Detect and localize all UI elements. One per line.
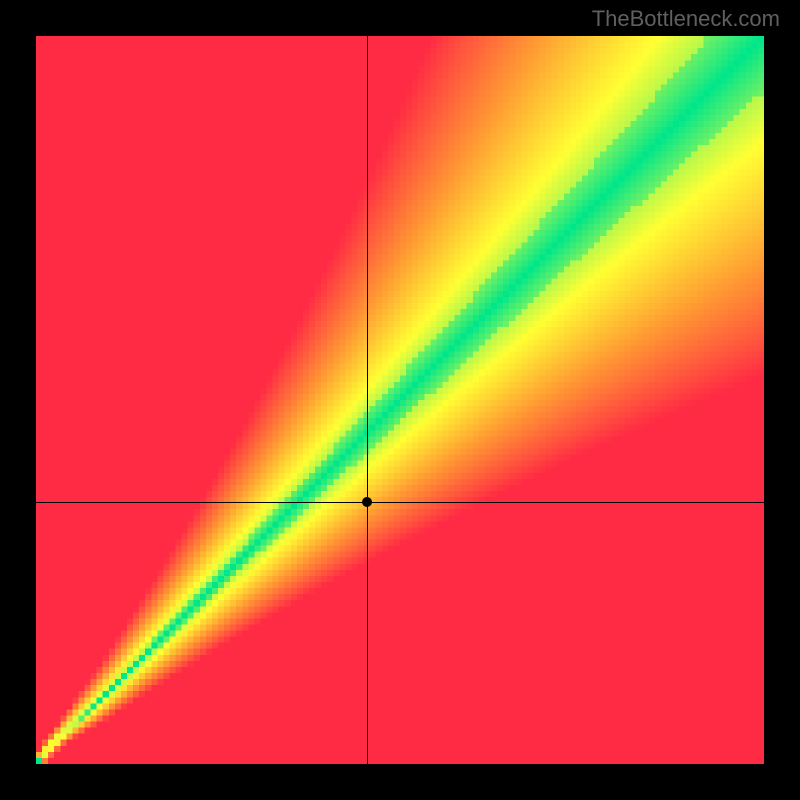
crosshair-vertical xyxy=(367,36,368,764)
crosshair-dot xyxy=(362,497,372,507)
heatmap-canvas xyxy=(36,36,764,764)
crosshair-horizontal xyxy=(36,502,764,503)
heatmap-plot xyxy=(36,36,764,764)
watermark-text: TheBottleneck.com xyxy=(592,6,780,32)
